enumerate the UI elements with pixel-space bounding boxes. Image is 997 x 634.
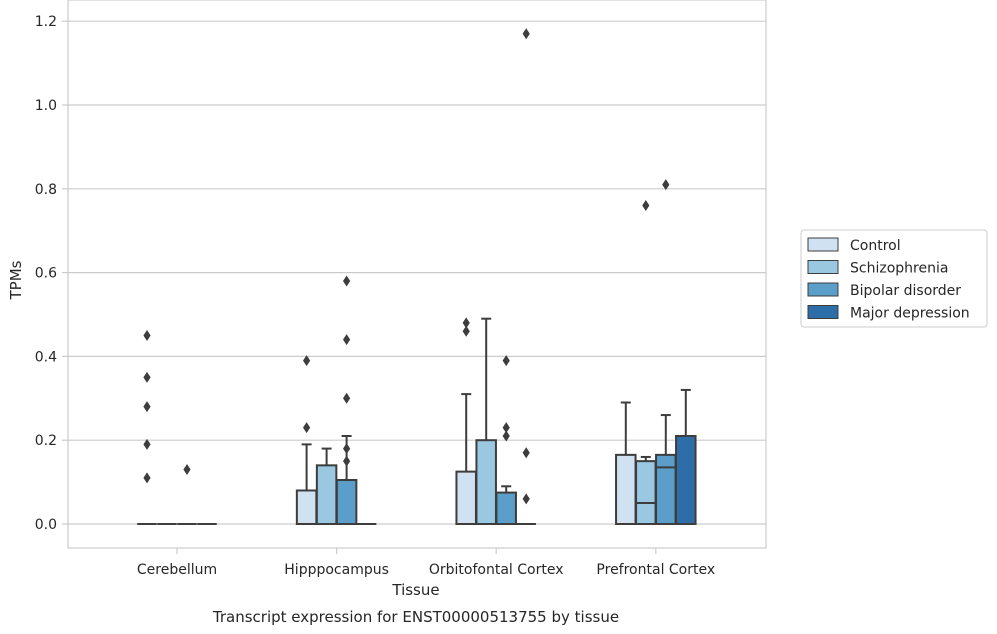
y-tick-label: 0.2 xyxy=(35,433,57,449)
outlier-point xyxy=(343,443,351,455)
box-body xyxy=(655,453,677,525)
x-tick-label: Cerebellum xyxy=(137,562,217,578)
box-body xyxy=(315,464,338,525)
box-group xyxy=(177,464,197,525)
chart-caption: Transcript expression for ENST0000051375… xyxy=(212,608,619,626)
outlier-point xyxy=(462,317,470,329)
box-group xyxy=(295,355,318,526)
y-axis-label: TPMs xyxy=(7,260,25,300)
outlier-point xyxy=(183,464,191,476)
plot-area-frame xyxy=(67,0,767,549)
y-tick-label: 1.0 xyxy=(35,98,57,114)
box-group xyxy=(475,317,497,526)
y-tick-label: 1.2 xyxy=(35,14,57,30)
x-tick-label: Hipppocampus xyxy=(284,562,389,578)
outlier-point xyxy=(642,200,650,212)
x-axis-label: Tissue xyxy=(391,581,439,599)
y-tick-label: 0.8 xyxy=(35,182,57,198)
y-tick-label: 0.6 xyxy=(35,266,57,282)
box-body xyxy=(495,491,517,526)
box-group xyxy=(635,200,657,525)
legend-swatch xyxy=(807,305,839,319)
outlier-point xyxy=(343,334,351,346)
x-axis-ticks: Cerebellum Hipppocampus Orbitofontal Corte… xyxy=(137,548,715,578)
box-body xyxy=(335,479,358,526)
outlier-point xyxy=(343,392,351,404)
box-body xyxy=(675,435,697,526)
legend-swatch xyxy=(807,237,839,252)
outlier-point xyxy=(502,355,510,367)
outlier-point xyxy=(143,438,151,450)
box-group xyxy=(655,179,677,525)
box-group xyxy=(455,317,477,525)
box-body xyxy=(615,453,637,525)
legend: Control Schizophrenia Bipolar disorder Majo… xyxy=(800,229,988,328)
box-group xyxy=(516,28,536,525)
y-tick-label: 0.4 xyxy=(35,349,57,365)
y-tick-label: 0.0 xyxy=(35,517,57,533)
box-group xyxy=(315,447,338,525)
x-tick-label: Prefrontal Cortex xyxy=(596,562,715,578)
outlier-point xyxy=(143,401,151,413)
legend-label: Bipolar disorder xyxy=(850,283,961,299)
outlier-point xyxy=(502,422,510,434)
outlier-point xyxy=(343,275,351,287)
legend-label: Major depression xyxy=(850,306,970,322)
outlier-point xyxy=(343,455,351,467)
box-group xyxy=(335,275,358,526)
y-axis-ticks: 0.0 0.2 0.4 0.6 0.8 1.0 1.2 xyxy=(35,14,68,533)
legend-swatch xyxy=(807,282,839,297)
legend-swatch xyxy=(807,260,839,274)
grid-lines xyxy=(68,20,766,525)
box-group xyxy=(615,401,637,525)
box-group xyxy=(137,329,157,525)
outlier-point xyxy=(143,371,151,383)
outlier-point xyxy=(522,28,530,40)
outlier-point xyxy=(303,355,311,367)
x-tick-label: Orbitofontal Cortex xyxy=(429,562,564,578)
box-body xyxy=(295,489,318,526)
box-group xyxy=(495,355,517,526)
outlier-point xyxy=(462,325,470,337)
box-body xyxy=(455,470,477,525)
box-body xyxy=(475,439,497,526)
box-marks xyxy=(137,28,697,526)
outlier-point xyxy=(522,493,530,505)
outlier-point xyxy=(502,430,510,442)
outlier-point xyxy=(143,329,151,341)
box-body xyxy=(635,460,657,525)
legend-label: Schizophrenia xyxy=(850,261,948,277)
outlier-point xyxy=(522,447,530,459)
box-group xyxy=(675,388,697,526)
legend-label: Control xyxy=(850,238,901,254)
outlier-point xyxy=(662,179,670,191)
outlier-point xyxy=(143,472,151,484)
outlier-point xyxy=(303,422,311,434)
legend-frame xyxy=(800,229,988,328)
